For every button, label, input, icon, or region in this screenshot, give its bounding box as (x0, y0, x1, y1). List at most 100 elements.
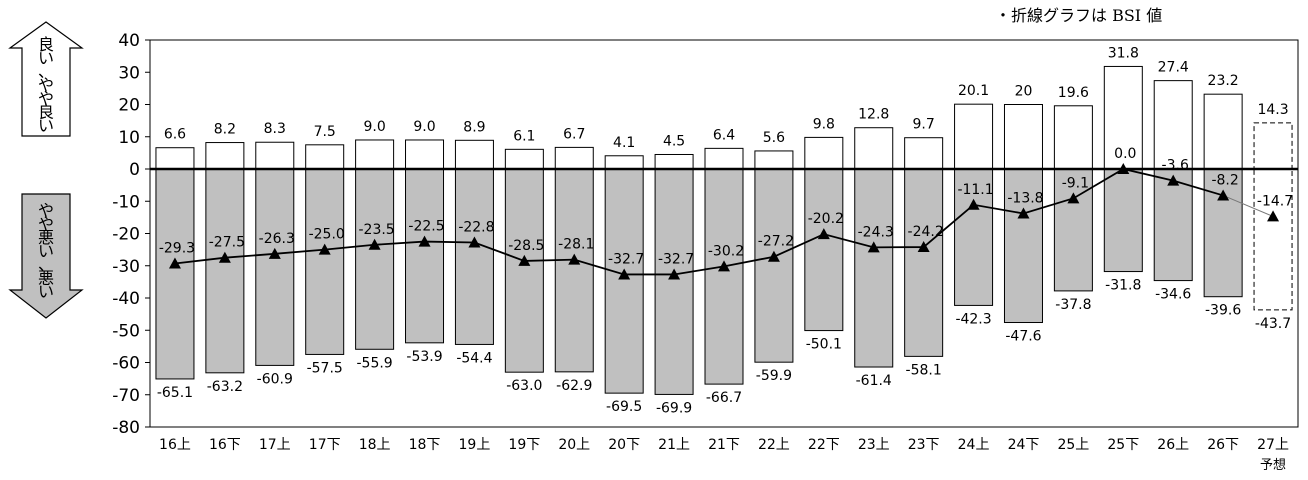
bar-negative (1103, 168, 1143, 273)
label-negative: -37.8 (1055, 297, 1091, 313)
bsi-point (168, 257, 181, 269)
bar-positive (255, 141, 295, 170)
label-bsi: -13.8 (1007, 191, 1043, 207)
y-tick-label: -50 (112, 321, 140, 341)
x-tick-label: 16下 (209, 437, 241, 453)
up-label-char: い (38, 49, 54, 68)
x-tick-label: 23下 (908, 437, 940, 453)
label-bsi: -24.3 (858, 224, 894, 240)
label-positive: 5.6 (763, 130, 785, 146)
label-bsi: -22.5 (408, 219, 444, 235)
data-labels: 6.6 -65.1 -29.3 8.2 -63.2 -27.5 8.3 -60.9 -26.3 7… (157, 45, 1293, 416)
y-tick-label: 40 (118, 31, 140, 51)
label-bsi: 0.0 (1114, 146, 1136, 162)
x-tick-label: 18上 (359, 437, 391, 453)
bsi-point (1117, 163, 1130, 174)
down-label-char: や (38, 215, 54, 234)
bsi-point (917, 241, 930, 253)
y-tick-label: 30 (118, 63, 140, 83)
label-positive: 6.6 (164, 127, 186, 143)
x-axis: 16上 16下 17上 17下 18上 18下 19上 19下 20上 20下 21上 21下 22上 2… (159, 437, 1289, 473)
bar-negative (954, 168, 994, 306)
bsi-point (718, 260, 730, 272)
down-label-char: や (38, 201, 54, 220)
label-bsi: -24.2 (908, 224, 944, 240)
label-negative: -47.6 (1005, 329, 1041, 345)
bsi-point (668, 268, 681, 280)
y-tick-label: 20 (118, 96, 140, 116)
bsi-point (218, 251, 231, 263)
bar-positive (405, 139, 445, 170)
down-label-char: い (38, 242, 54, 261)
bar-positive (1053, 105, 1093, 170)
bar-positive (355, 139, 395, 170)
bsi-point (1167, 174, 1180, 186)
bar-positive (1103, 65, 1143, 170)
bar-negative (704, 168, 744, 385)
label-negative: -39.6 (1205, 303, 1241, 319)
bar-negative (1003, 168, 1043, 324)
bsi-point (418, 235, 431, 247)
label-negative: -61.4 (856, 373, 892, 389)
bar-positive (954, 103, 994, 170)
label-positive: 9.7 (913, 117, 935, 133)
down-label-char: 、 (38, 255, 54, 274)
bar-negative (1153, 168, 1193, 282)
label-negative: -58.1 (906, 362, 942, 378)
label-bsi: -32.7 (658, 251, 694, 267)
bsi-line-path (174, 168, 1224, 276)
label-bsi: -22.8 (458, 220, 494, 236)
label-negative: -31.8 (1105, 278, 1141, 294)
up-label-char: や (38, 89, 54, 108)
note: ・折線グラフは BSI 値 (995, 6, 1163, 25)
bar-negative (804, 168, 844, 332)
x-tick-label: 27上 (1257, 437, 1289, 453)
label-positive: 6.1 (513, 128, 535, 144)
label-positive: 4.1 (613, 135, 635, 151)
label-negative: -62.9 (556, 378, 592, 394)
bar-positive (654, 153, 694, 170)
bar-positive (554, 146, 594, 170)
x-tick-label: 22下 (808, 437, 840, 453)
down-label-char: い (38, 282, 54, 301)
bar-positive (155, 147, 195, 170)
label-bsi: -14.7 (1257, 193, 1293, 209)
label-negative: -65.1 (157, 385, 193, 401)
bsi-point (1267, 210, 1280, 222)
down-label-char: 悪 (38, 228, 54, 247)
bsi-point (867, 241, 880, 253)
up-label-char: い (38, 116, 54, 135)
bar-negative (1253, 168, 1293, 311)
label-negative: -53.9 (406, 349, 442, 365)
bsi-point (967, 198, 980, 210)
x-tick-label: 21下 (708, 437, 740, 453)
x-tick-label: 20下 (608, 437, 640, 453)
label-bsi: -32.7 (608, 251, 644, 267)
label-bsi: -23.5 (358, 222, 394, 238)
x-tick-label: 21上 (658, 437, 690, 453)
x-tick-label: 19上 (459, 437, 491, 453)
label-bsi: -30.2 (708, 243, 744, 259)
label-positive: 20 (1015, 84, 1033, 100)
bar-negative (205, 168, 245, 374)
label-positive: 7.5 (314, 124, 336, 140)
x-tick-label: 25下 (1107, 437, 1139, 453)
bsi-point (767, 250, 780, 262)
up-label-char: 良 (38, 35, 54, 54)
x-tick-label: 26上 (1157, 437, 1189, 453)
bsi-point (518, 254, 531, 266)
label-positive: 9.0 (413, 119, 435, 135)
bar-negative (255, 168, 295, 366)
x-tick-label: 16上 (159, 437, 191, 453)
label-negative: -66.7 (706, 390, 742, 406)
bar-positive (1253, 122, 1293, 170)
y-tick-label: -60 (112, 354, 140, 374)
label-negative: -55.9 (356, 355, 392, 371)
bsi-point (468, 236, 481, 248)
label-negative: -42.3 (955, 311, 991, 327)
x-tick-label: 19下 (508, 437, 540, 453)
label-negative: -59.9 (756, 368, 792, 384)
bar-positive (504, 148, 544, 170)
